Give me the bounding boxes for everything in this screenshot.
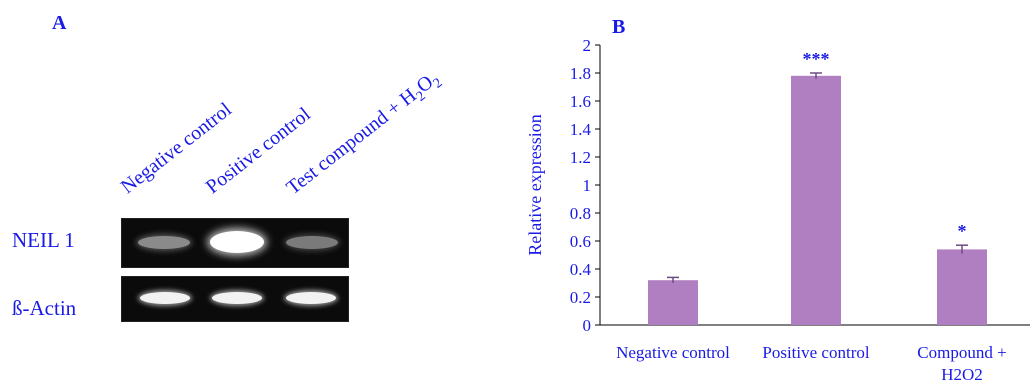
significance-positive-control: *** (803, 49, 830, 69)
y-tick-label: 0.2 (570, 288, 591, 307)
row-label-neil1: NEIL 1 (12, 228, 75, 252)
y-axis-label: Relative expression (525, 114, 545, 255)
y-tick-label: 1.8 (570, 64, 591, 83)
y-tick-label: 2 (583, 36, 592, 55)
row-label-actin: ß-Actin (12, 296, 77, 320)
y-tick-label: 0.4 (570, 260, 592, 279)
y-tick-label: 0 (583, 316, 592, 335)
y-tick-label: 1.6 (570, 92, 591, 111)
category-label-positive-control: Positive control (762, 343, 869, 362)
y-tick-label: 0.8 (570, 204, 591, 223)
chart-layer: 0 0.2 0.4 0.6 0.8 1 1.2 1.4 1.6 1.8 2 Relative expr… (525, 36, 1030, 383)
category-label-compound-h2o2: Compound + (917, 343, 1006, 362)
bar-negative-control (648, 280, 698, 325)
gel-neil1 (121, 218, 349, 268)
band-actin-negative (140, 292, 190, 304)
y-tick-label: 1 (583, 176, 592, 195)
band-actin-positive (212, 292, 262, 304)
category-label-compound-h2o2: H2O2 (941, 365, 983, 383)
significance-compound-h2o2: * (958, 221, 967, 241)
band-actin-test (286, 292, 336, 304)
bar-compound-h2o2 (937, 249, 987, 325)
y-tick-label: 1.4 (570, 120, 592, 139)
y-tick-label: 0.6 (570, 232, 591, 251)
category-label-negative-control: Negative control (616, 343, 730, 362)
panel-b-letter: B (612, 16, 626, 38)
gel-actin (121, 276, 349, 322)
bar-positive-control (791, 75, 841, 325)
band-neil1-negative (138, 236, 190, 249)
y-tick-label: 1.2 (570, 148, 591, 167)
band-neil1-test (286, 236, 338, 249)
panel-a-letter: A (52, 12, 67, 34)
band-neil1-positive (210, 231, 264, 253)
